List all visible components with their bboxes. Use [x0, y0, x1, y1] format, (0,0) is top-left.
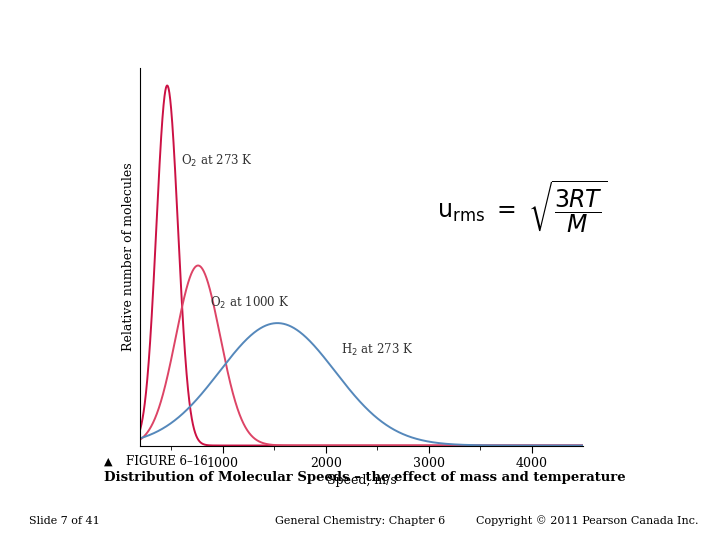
Text: General Chemistry: Chapter 6: General Chemistry: Chapter 6	[275, 516, 445, 526]
Y-axis label: Relative number of molecules: Relative number of molecules	[122, 162, 135, 351]
Text: Slide 7 of 41: Slide 7 of 41	[29, 516, 99, 526]
Text: O$_2$ at 1000 K: O$_2$ at 1000 K	[210, 295, 289, 311]
Text: H$_2$ at 273 K: H$_2$ at 273 K	[341, 342, 413, 358]
Text: O$_2$ at 273 K: O$_2$ at 273 K	[181, 153, 252, 169]
Text: FIGURE 6–16: FIGURE 6–16	[126, 455, 208, 468]
Text: Distribution of Molecular Speeds – the effect of mass and temperature: Distribution of Molecular Speeds – the e…	[104, 471, 626, 484]
X-axis label: Speed, m/s: Speed, m/s	[327, 475, 397, 488]
Text: Copyright © 2011 Pearson Canada Inc.: Copyright © 2011 Pearson Canada Inc.	[476, 516, 698, 526]
Text: $\mathrm{u}_{\mathrm{rms}}\ =\ \sqrt{\dfrac{3RT}{M}}$: $\mathrm{u}_{\mathrm{rms}}\ =\ \sqrt{\df…	[437, 179, 607, 236]
Text: ▲: ▲	[104, 457, 113, 467]
